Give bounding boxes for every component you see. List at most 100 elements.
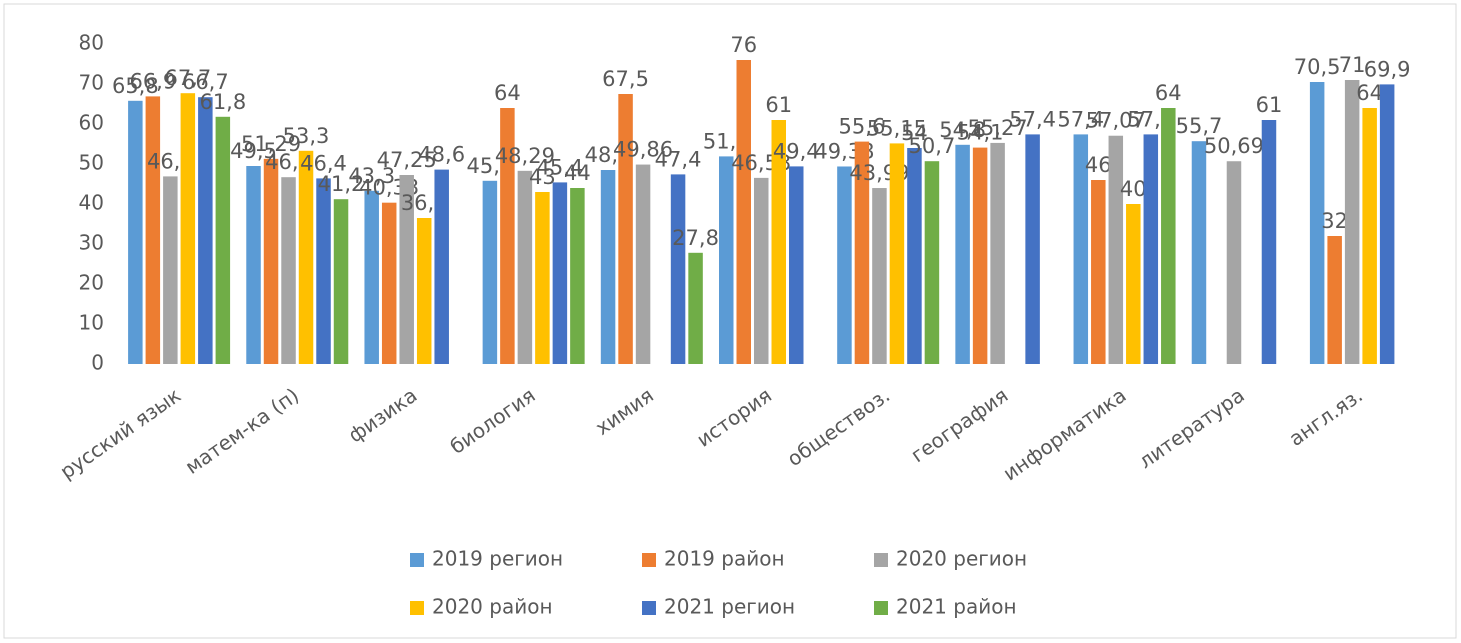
data-label: 41,2 <box>318 172 365 196</box>
bar <box>246 166 261 364</box>
legend-label: 2021 регион <box>664 595 795 619</box>
data-label: 54,8 <box>939 118 986 142</box>
bar <box>1091 180 1106 364</box>
data-label: 57,4 <box>1009 107 1056 131</box>
data-label: 27,8 <box>672 226 719 250</box>
bar <box>688 252 703 364</box>
data-label: 49,86 <box>613 138 673 162</box>
data-label: 66,7 <box>182 70 229 94</box>
y-tick-label: 40 <box>79 191 104 215</box>
data-label: 48,6 <box>418 143 465 167</box>
legend-label: 2020 район <box>432 595 553 619</box>
data-label: 55,6 <box>839 115 886 139</box>
bar <box>719 156 734 364</box>
data-label: 47,4 <box>655 147 702 171</box>
data-label: 76 <box>730 33 757 57</box>
data-label: 61 <box>765 93 792 117</box>
bar <box>1379 84 1395 365</box>
data-label: 71 <box>1339 53 1366 77</box>
y-tick-label: 30 <box>79 231 104 255</box>
bar <box>907 148 922 364</box>
legend-swatch <box>410 601 424 615</box>
bar <box>990 142 1005 364</box>
data-label: 57,07 <box>1086 109 1146 133</box>
data-label: 57,4 <box>1057 107 1104 131</box>
data-label: 47,25 <box>377 148 437 172</box>
legend-label: 2021 район <box>896 595 1017 619</box>
bar <box>837 166 852 364</box>
legend-swatch <box>874 553 888 567</box>
data-label: 67,7 <box>164 66 211 90</box>
bar <box>482 180 498 364</box>
data-label: 49,4 <box>773 139 820 163</box>
data-label: 40 <box>1120 177 1147 201</box>
y-tick-label: 10 <box>79 311 104 335</box>
bar <box>180 93 196 364</box>
data-label: 70,5 <box>1294 55 1341 79</box>
legend-label: 2019 регион <box>432 547 563 571</box>
bar <box>854 141 870 364</box>
bar <box>434 169 449 364</box>
data-label: 54,1 <box>957 121 1004 145</box>
bar <box>1161 108 1176 364</box>
data-label: 43 <box>529 165 556 189</box>
data-label: 32 <box>1321 209 1348 233</box>
y-tick-label: 50 <box>79 151 104 175</box>
data-label: 51,29 <box>241 132 301 156</box>
bar <box>889 143 905 364</box>
bar <box>198 97 213 364</box>
bar <box>1143 134 1159 364</box>
bar <box>1025 134 1040 364</box>
bar <box>1344 80 1360 364</box>
bar <box>416 218 432 364</box>
bar <box>1327 236 1342 364</box>
legend-swatch <box>642 601 656 615</box>
legend-label: 2019 район <box>664 547 785 571</box>
data-label: 66,9 <box>129 69 176 93</box>
data-label: 55,27 <box>968 116 1028 140</box>
bar <box>1309 82 1325 364</box>
bar <box>364 190 379 364</box>
y-tick-label: 0 <box>91 351 104 375</box>
data-label: 46,4 <box>300 151 347 175</box>
bar <box>1261 120 1277 364</box>
bar <box>163 176 178 364</box>
data-label: 67,5 <box>602 67 649 91</box>
bar <box>281 177 296 364</box>
bar <box>500 108 515 364</box>
y-tick-label: 60 <box>79 111 104 135</box>
bar <box>298 150 314 364</box>
data-label: 65,8 <box>112 74 159 98</box>
bar <box>1362 108 1377 364</box>
bar <box>263 158 279 364</box>
bar <box>1191 141 1207 364</box>
data-label: 44 <box>564 161 591 185</box>
data-label: 54 <box>901 121 928 145</box>
data-label: 46 <box>1085 153 1112 177</box>
bar <box>333 199 349 364</box>
bar <box>618 94 633 364</box>
bar <box>517 170 533 364</box>
legend-label: 2020 регион <box>896 547 1027 571</box>
bar <box>872 188 887 364</box>
legend-swatch <box>410 553 424 567</box>
bar <box>600 170 616 364</box>
data-label: 50,69 <box>1204 134 1264 158</box>
bar <box>924 161 940 364</box>
bar <box>215 116 231 364</box>
data-label: 53,3 <box>283 124 330 148</box>
bar <box>754 177 769 364</box>
bar <box>670 174 686 364</box>
data-label: 55,15 <box>867 116 927 140</box>
bar <box>1108 135 1124 364</box>
data-label: 45,4 <box>537 155 584 179</box>
data-label: 50,7 <box>909 134 956 158</box>
bar <box>570 188 585 364</box>
legend-swatch <box>874 601 888 615</box>
bar <box>635 164 651 364</box>
bar <box>1073 134 1089 364</box>
y-tick-label: 20 <box>79 271 104 295</box>
bar <box>972 147 988 364</box>
data-label: 61 <box>1256 93 1283 117</box>
